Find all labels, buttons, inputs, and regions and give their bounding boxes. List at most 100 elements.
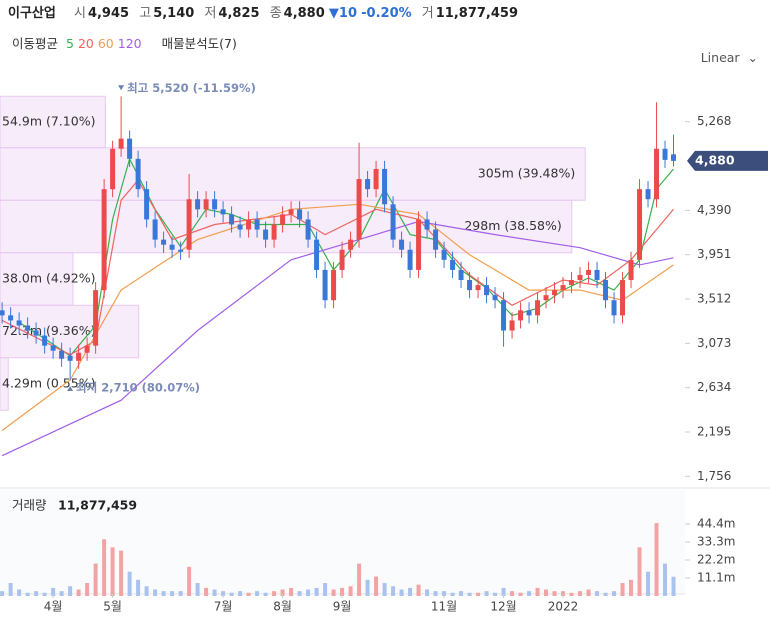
volume-bar: [306, 589, 311, 596]
candle-body: [441, 249, 447, 260]
candle-body: [246, 219, 252, 230]
y-tick-label: 2,195: [697, 424, 731, 438]
volume-bar: [314, 587, 319, 596]
candle-body: [203, 199, 209, 210]
ma-line: [1, 179, 674, 356]
candle-body: [475, 285, 481, 291]
y-tick-label: 4,390: [697, 203, 731, 217]
candle-body: [407, 249, 413, 270]
candle-body: [467, 280, 473, 291]
volume-bar: [450, 592, 455, 596]
candle-body: [152, 219, 158, 240]
candle-body: [458, 269, 464, 281]
price-tag-label: 4,880: [695, 152, 735, 167]
ma-legend-title: 이동평균: [12, 36, 59, 51]
volume-tick-label: 33.3m: [697, 535, 735, 549]
y-tick-label: 1,756: [697, 469, 731, 483]
volume-bar: [340, 587, 345, 596]
volume-bar: [221, 591, 226, 596]
field-value: 4,880: [283, 6, 325, 21]
candle-body: [25, 325, 31, 331]
volume-bar: [93, 563, 98, 596]
volume-bar: [518, 592, 523, 596]
volume-bar: [595, 591, 600, 596]
volume-bar: [476, 592, 481, 596]
volume-bar: [25, 592, 30, 596]
candle-body: [560, 285, 566, 291]
candle-body: [390, 204, 396, 240]
candle-body: [322, 269, 328, 301]
volume-bar: [323, 583, 328, 596]
volume-bar: [161, 591, 166, 596]
candle-body: [178, 249, 184, 252]
ma-line: [1, 203, 674, 431]
volume-bar: [110, 547, 115, 596]
volume-bar: [76, 589, 81, 596]
candle-body: [569, 280, 575, 286]
volume-bar: [484, 591, 489, 596]
candle-body: [59, 350, 65, 359]
candle-body: [263, 229, 269, 240]
candle-body: [535, 300, 541, 316]
candle-body: [118, 138, 124, 149]
annotation-marker: [118, 85, 125, 91]
y-tick-label: 5,268: [697, 114, 731, 128]
stock-name: 이구산업: [8, 6, 56, 21]
candle-body: [356, 179, 362, 240]
x-tick-label: 4월: [44, 600, 63, 614]
volume-bar: [620, 583, 625, 596]
candle-body: [603, 280, 609, 301]
volume-bar: [646, 571, 651, 596]
volume-bar: [8, 583, 13, 596]
candle-body: [33, 330, 39, 336]
volume-bar: [127, 571, 132, 596]
legend-entry: 120: [117, 36, 142, 51]
volume-bar: [663, 563, 668, 596]
volume-profile-label: 305m (39.48%): [478, 166, 575, 181]
candle-body: [518, 310, 524, 321]
candle-body: [127, 138, 133, 159]
volume-bar: [382, 583, 387, 596]
volume-bar: [0, 591, 5, 596]
volume-bar: [374, 576, 379, 596]
candle-body: [526, 310, 532, 316]
scale-dropdown[interactable]: Linear ⌄: [700, 50, 758, 65]
volume-bar: [467, 592, 472, 596]
candle-body: [237, 224, 243, 230]
candle-body: [110, 148, 116, 190]
volume-total: 11,877,459: [58, 498, 137, 513]
ma-line: [1, 220, 674, 457]
volume-bar: [535, 587, 540, 596]
y-tick-label: 3,951: [697, 247, 731, 261]
field-label: 시: [73, 6, 86, 21]
x-tick-label: 8월: [273, 600, 292, 614]
volume-bar: [510, 591, 515, 596]
candle-body: [195, 199, 201, 210]
candle-body: [611, 300, 617, 316]
profile-legend: 매물분석도(7): [161, 36, 237, 51]
candle-body: [654, 148, 660, 200]
candle-body: [365, 179, 371, 190]
candle-body: [492, 295, 498, 301]
y-tick-label: 3,073: [697, 336, 731, 350]
candle-body: [314, 239, 320, 270]
volume-bar: [603, 592, 608, 596]
candle-body: [229, 214, 235, 225]
candle-body: [169, 244, 175, 250]
candle-body: [501, 300, 507, 331]
volume-bar: [289, 587, 294, 596]
candle-body: [101, 189, 107, 291]
candle-body: [637, 189, 643, 260]
candle-body: [50, 345, 56, 351]
candle-body: [16, 320, 22, 326]
volume-bar: [297, 591, 302, 596]
candle-body: [42, 335, 48, 346]
x-tick-label: 7월: [214, 600, 233, 614]
candle-body: [339, 249, 345, 270]
ma-line: [18, 157, 674, 357]
field-value: 4,825: [218, 6, 260, 21]
volume-bar: [42, 592, 47, 596]
candle-body: [628, 259, 634, 281]
ma-legend-items: 5 20 60 120: [66, 36, 146, 51]
